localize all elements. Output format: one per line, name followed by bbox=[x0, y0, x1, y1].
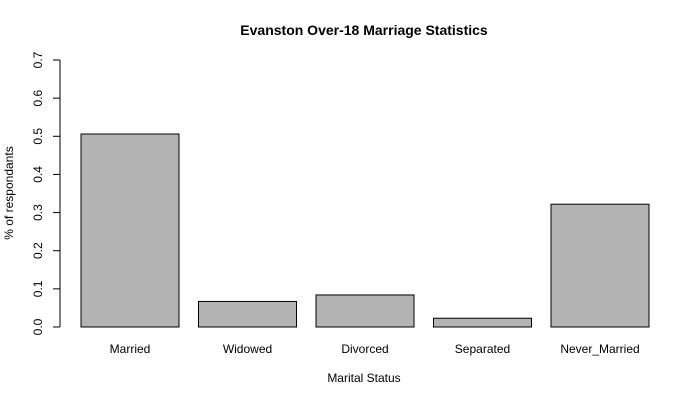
bar-married bbox=[80, 133, 180, 328]
bars-group bbox=[80, 133, 650, 328]
bar-divorced bbox=[315, 294, 415, 328]
bar-never-married bbox=[550, 203, 650, 328]
x-tick-label: Widowed bbox=[223, 342, 272, 356]
y-tick-label: 0.0 bbox=[31, 318, 45, 335]
bar-separated bbox=[433, 317, 532, 328]
x-tick-label: Divorced bbox=[341, 342, 388, 356]
x-tick-label: Never_Married bbox=[560, 342, 639, 356]
chart-title: Evanston Over-18 Marriage Statistics bbox=[240, 22, 488, 38]
y-axis-label: % of respondants bbox=[2, 146, 16, 239]
bar-widowed bbox=[198, 300, 297, 328]
x-category-labels: Married Widowed Divorced Separated Never_Mar… bbox=[110, 342, 640, 356]
x-axis-label: Marital Status bbox=[327, 371, 400, 385]
y-tick-label: 0.7 bbox=[31, 51, 45, 68]
y-tick-label: 0.1 bbox=[31, 280, 45, 297]
x-tick-label: Separated bbox=[455, 342, 510, 356]
y-tick-label: 0.2 bbox=[31, 242, 45, 259]
y-axis: 0.0 0.1 0.2 0.3 0.4 0.5 0.6 0.7 bbox=[31, 51, 61, 335]
x-tick-label: Married bbox=[110, 342, 151, 356]
y-tick-label: 0.6 bbox=[31, 89, 45, 106]
y-tick-label: 0.3 bbox=[31, 204, 45, 221]
y-tick-label: 0.4 bbox=[31, 166, 45, 183]
y-tick-label: 0.5 bbox=[31, 128, 45, 145]
